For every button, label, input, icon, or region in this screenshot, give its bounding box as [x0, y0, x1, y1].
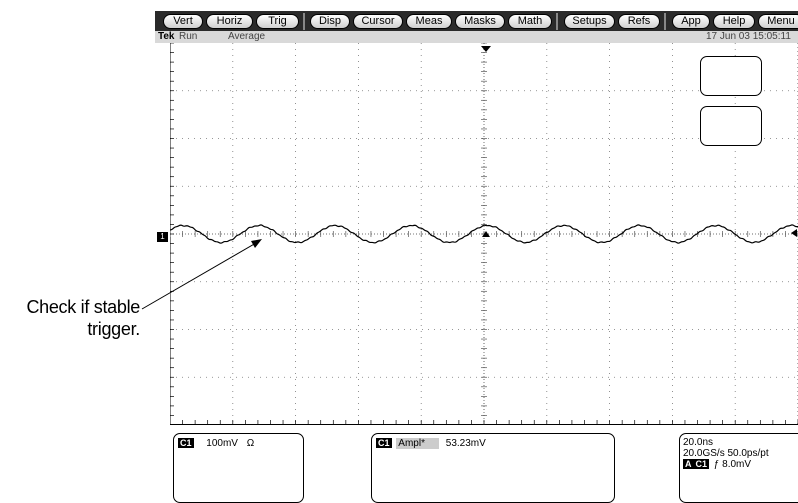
cursor-button[interactable]: Cursor	[353, 14, 403, 29]
callout-line-1: Check if stable	[26, 297, 140, 317]
callout-arrow-line	[141, 242, 257, 310]
vert-button[interactable]: Vert	[163, 14, 203, 29]
channel-readout-panel[interactable]: C1 100mV Ω	[173, 433, 304, 503]
trigger-level: 8.0mV	[722, 459, 752, 470]
trigger-position-icon	[481, 46, 491, 52]
menu-separator	[303, 13, 305, 30]
math-button[interactable]: Math	[508, 14, 552, 29]
run-state: Run	[179, 31, 198, 42]
menu-bar: Vert Horiz Trig Disp Cursor Meas Masks M…	[155, 11, 798, 31]
callout-arrow	[141, 239, 262, 310]
disp-button[interactable]: Disp	[310, 14, 350, 29]
date-time: 17 Jun 03 15:05:11	[706, 31, 791, 42]
horiz-button[interactable]: Horiz	[206, 14, 253, 29]
help-button[interactable]: Help	[713, 14, 755, 29]
trigger-a-chip: A	[683, 459, 694, 469]
trigger-level-icon	[482, 231, 490, 237]
trigger-slope-icon: ƒ	[713, 459, 720, 470]
meas-button[interactable]: Meas	[406, 14, 452, 29]
graticule-svg	[170, 43, 798, 425]
status-bar: Tek Run Average 17 Jun 03 15:05:11	[155, 31, 798, 43]
readout-box-top[interactable]	[700, 56, 762, 96]
menu-separator	[556, 13, 558, 30]
channel-1-marker-label: 1	[160, 232, 165, 241]
callout-text: Check if stable trigger.	[0, 296, 140, 340]
horizontal-scale: 20.0ns	[683, 437, 714, 448]
graticule[interactable]	[170, 43, 798, 425]
timebase-readout-panel[interactable]: 20.0ns 20.0GS/s 50.0ps/pt A C1 ƒ 8.0mV	[679, 433, 798, 503]
measurement-value: 53.23mV	[445, 438, 486, 449]
channel-chip: C1	[178, 438, 194, 448]
callout-arrowhead-icon	[251, 239, 262, 248]
trigger-right-marker-icon	[791, 229, 797, 237]
masks-button[interactable]: Masks	[455, 14, 505, 29]
channel-1-marker[interactable]: 1	[157, 232, 168, 242]
app-button[interactable]: App	[672, 14, 710, 29]
readout-box-bottom[interactable]	[700, 106, 762, 146]
measurement-readout-panel[interactable]: C1 Ampl* 53.23mV	[371, 433, 615, 503]
sample-rate: 20.0GS/s 50.0ps/pt	[683, 448, 769, 459]
acquisition-mode: Average	[228, 31, 266, 42]
measurement-channel-chip: C1	[376, 438, 392, 448]
trig-button[interactable]: Trig	[256, 14, 299, 29]
menu-separator	[664, 13, 666, 30]
termination-ohm-icon: Ω	[246, 438, 255, 449]
brand-label: Tek	[158, 31, 175, 42]
waveform-trace	[170, 224, 798, 244]
callout-line-2: trigger.	[87, 319, 140, 339]
trigger-channel-chip: C1	[693, 459, 710, 469]
setups-button[interactable]: Setups	[564, 14, 615, 29]
channel-scale: 100mV	[206, 438, 238, 449]
refs-button[interactable]: Refs	[618, 14, 660, 29]
menu-button[interactable]: Menu	[758, 14, 798, 29]
measurement-label: Ampl*	[396, 438, 439, 449]
